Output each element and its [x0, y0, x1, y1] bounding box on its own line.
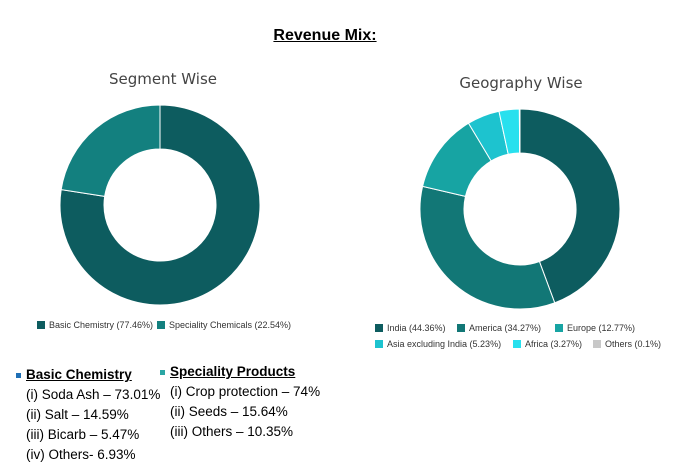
geography-legend-swatch	[375, 324, 383, 332]
geography-slice-america	[419, 185, 556, 310]
notes-list-item: (i) Soda Ash – 73.01%	[26, 387, 161, 402]
notes-list-item: (iii) Others – 10.35%	[170, 424, 294, 439]
notes-list-item: (iii) Bicarb – 5.47%	[26, 427, 140, 442]
geography-legend-swatch	[513, 340, 521, 348]
segment-legend-swatch	[157, 321, 165, 329]
geography-legend-item: Africa (3.27%)	[513, 339, 582, 349]
basic-chemistry-heading: Basic Chemistry	[16, 365, 160, 385]
segment-slice-basic-chemistry	[59, 104, 261, 306]
segment-legend-item: Basic Chemistry (77.46%)	[37, 320, 153, 330]
geography-legend: India (44.36%) America (34.27%) Europe (12…	[375, 323, 685, 357]
geography-legend-label: Others (0.1%)	[605, 339, 662, 349]
segment-legend-label: Speciality Chemicals (22.54%)	[169, 320, 292, 330]
segment-legend-label: Basic Chemistry (77.46%)	[49, 320, 154, 330]
basic-chemistry-notes: Basic Chemistry (i) Soda Ash – 73.01% (ii)…	[16, 365, 160, 465]
segment-donut-chart	[59, 104, 261, 306]
geography-legend-item: Europe (12.77%)	[555, 323, 635, 333]
geography-slice-india	[519, 108, 621, 304]
geography-donut-chart	[419, 108, 621, 310]
notes-list-item: (i) Crop protection – 74%	[170, 384, 321, 399]
geography-slice-others	[518, 108, 521, 154]
segment-legend-swatch	[37, 321, 45, 329]
notes-heading-label: Speciality Products	[170, 364, 296, 379]
geography-legend-swatch	[555, 324, 563, 332]
geography-legend-label: Europe (12.77%)	[567, 323, 636, 333]
geography-legend-item: America (34.27%)	[457, 323, 541, 333]
geography-legend-swatch	[375, 340, 383, 348]
notes-heading-label: Basic Chemistry	[26, 367, 132, 382]
geography-legend-label: Africa (3.27%)	[525, 339, 583, 349]
speciality-products-heading: Speciality Products	[160, 362, 320, 382]
segment-legend: Basic Chemistry (77.46%) Speciality Chemi…	[37, 320, 357, 334]
segment-chart-title: Segment Wise	[109, 70, 217, 88]
speciality-products-notes: Speciality Products (i) Crop protection –…	[160, 362, 320, 442]
geography-chart-title: Geography Wise	[459, 74, 583, 92]
geography-legend-label: America (34.27%)	[469, 323, 542, 333]
geography-legend-item: Others (0.1%)	[593, 339, 661, 349]
notes-list-item: (iv) Others- 6.93%	[26, 447, 136, 462]
page-title: Revenue Mix:	[273, 27, 377, 44]
geography-legend-label: Asia excluding India (5.23%)	[387, 339, 502, 349]
geography-legend-label: India (44.36%)	[387, 323, 446, 333]
notes-list-item: (ii) Salt – 14.59%	[26, 407, 129, 422]
geography-legend-item: Asia excluding India (5.23%)	[375, 339, 501, 349]
bullet-icon	[16, 372, 21, 378]
geography-legend-item: India (44.36%)	[375, 323, 446, 333]
geography-legend-swatch	[457, 324, 465, 332]
segment-legend-item: Speciality Chemicals (22.54%)	[157, 320, 291, 330]
bullet-icon	[160, 369, 165, 375]
geography-legend-swatch	[593, 340, 601, 348]
segment-slice-speciality-chemicals	[60, 104, 161, 197]
notes-list-item: (ii) Seeds – 15.64%	[170, 404, 288, 419]
